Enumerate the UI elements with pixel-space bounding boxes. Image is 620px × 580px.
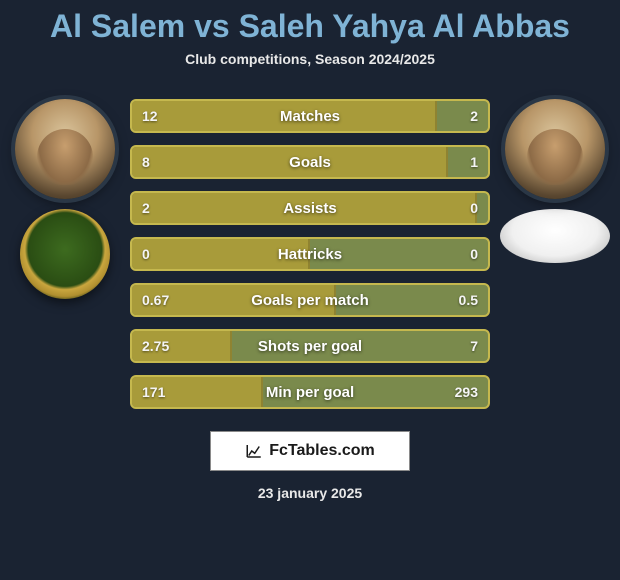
chart-icon [245, 442, 263, 460]
stat-label: Goals [188, 154, 432, 171]
player-b-club-logo [500, 209, 610, 263]
stat-left-value: 2 [132, 200, 188, 216]
comparison-panel: 12Matches28Goals12Assists00Hattricks00.6… [0, 81, 620, 409]
stat-right-value: 1 [432, 154, 488, 170]
subtitle: Club competitions, Season 2024/2025 [0, 51, 620, 81]
footer-date: 23 january 2025 [0, 485, 620, 501]
stat-row: 2.75Shots per goal7 [130, 329, 490, 363]
stat-row: 12Matches2 [130, 99, 490, 133]
stat-label: Goals per match [188, 292, 432, 309]
stat-label: Assists [188, 200, 432, 217]
stat-left-value: 8 [132, 154, 188, 170]
stat-right-value: 0 [432, 200, 488, 216]
stat-left-value: 171 [132, 384, 188, 400]
stat-left-value: 0 [132, 246, 188, 262]
stat-row: 0Hattricks0 [130, 237, 490, 271]
player-b-column [500, 81, 610, 263]
stat-right-value: 2 [432, 108, 488, 124]
stat-row: 0.67Goals per match0.5 [130, 283, 490, 317]
stat-label: Min per goal [188, 384, 432, 401]
stat-label: Shots per goal [188, 338, 432, 355]
stat-row: 8Goals1 [130, 145, 490, 179]
brand-text: FcTables.com [269, 442, 375, 460]
stat-right-value: 0.5 [432, 292, 488, 308]
player-a-avatar [15, 99, 115, 199]
stat-left-value: 0.67 [132, 292, 188, 308]
stat-left-value: 12 [132, 108, 188, 124]
page-title: Al Salem vs Saleh Yahya Al Abbas [0, 0, 620, 51]
player-a-club-logo [20, 209, 110, 299]
stat-label: Hattricks [188, 246, 432, 263]
stat-right-value: 0 [432, 246, 488, 262]
player-b-avatar [505, 99, 605, 199]
player-a-column [10, 81, 120, 299]
stat-right-value: 7 [432, 338, 488, 354]
stats-list: 12Matches28Goals12Assists00Hattricks00.6… [130, 81, 490, 409]
brand-badge[interactable]: FcTables.com [210, 431, 410, 471]
stat-left-value: 2.75 [132, 338, 188, 354]
stat-right-value: 293 [432, 384, 488, 400]
stat-label: Matches [188, 108, 432, 125]
stat-row: 2Assists0 [130, 191, 490, 225]
stat-row: 171Min per goal293 [130, 375, 490, 409]
